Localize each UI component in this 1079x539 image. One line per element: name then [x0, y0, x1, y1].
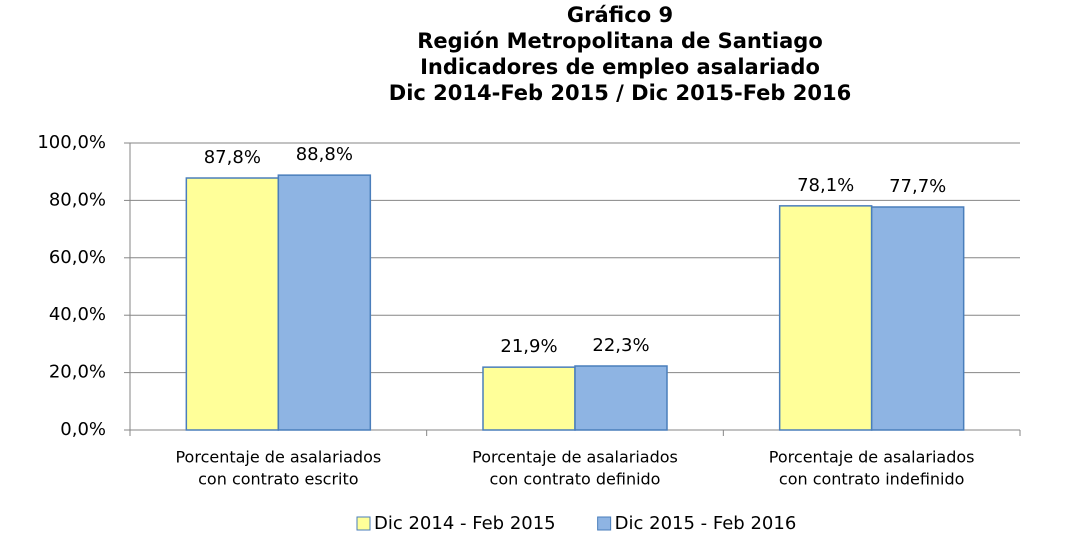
- x-tick-label: con contrato definido: [490, 470, 661, 489]
- chart-title: Indicadores de empleo asalariado: [420, 55, 820, 79]
- x-tick-label: Porcentaje de asalariados: [472, 448, 678, 467]
- bar: [185, 177, 280, 431]
- data-label: 21,9%: [500, 336, 557, 357]
- chart-title: Región Metropolitana de Santiago: [417, 29, 823, 53]
- legend-swatch: [356, 516, 371, 531]
- legend-label: Dic 2015 - Feb 2016: [615, 513, 797, 534]
- bar: [574, 365, 668, 431]
- bar: [870, 206, 965, 431]
- legend-swatch: [597, 516, 612, 531]
- bar: [482, 366, 576, 431]
- data-label: 87,8%: [204, 147, 261, 168]
- x-tick-label: Porcentaje de asalariados: [175, 448, 381, 467]
- bar: [778, 205, 873, 431]
- y-tick-label: 40,0%: [49, 304, 106, 325]
- chart-title: Dic 2014-Feb 2015 / Dic 2015-Feb 2016: [389, 81, 851, 105]
- data-label: 22,3%: [592, 335, 649, 356]
- y-tick-label: 20,0%: [49, 362, 106, 383]
- data-label: 77,7%: [889, 176, 946, 197]
- data-label: 88,8%: [296, 144, 353, 165]
- x-tick-label: con contrato escrito: [198, 470, 358, 489]
- bar: [277, 174, 372, 431]
- x-tick-label: con contrato indefinido: [779, 470, 965, 489]
- chart-title: Gráfico 9: [567, 3, 673, 27]
- x-tick-label: Porcentaje de asalariados: [769, 448, 975, 467]
- y-tick-label: 0,0%: [60, 419, 106, 440]
- y-tick-label: 100,0%: [37, 132, 106, 153]
- data-label: 78,1%: [797, 175, 854, 196]
- y-tick-label: 60,0%: [49, 247, 106, 268]
- y-tick-label: 80,0%: [49, 189, 106, 210]
- legend-label: Dic 2014 - Feb 2015: [374, 513, 556, 534]
